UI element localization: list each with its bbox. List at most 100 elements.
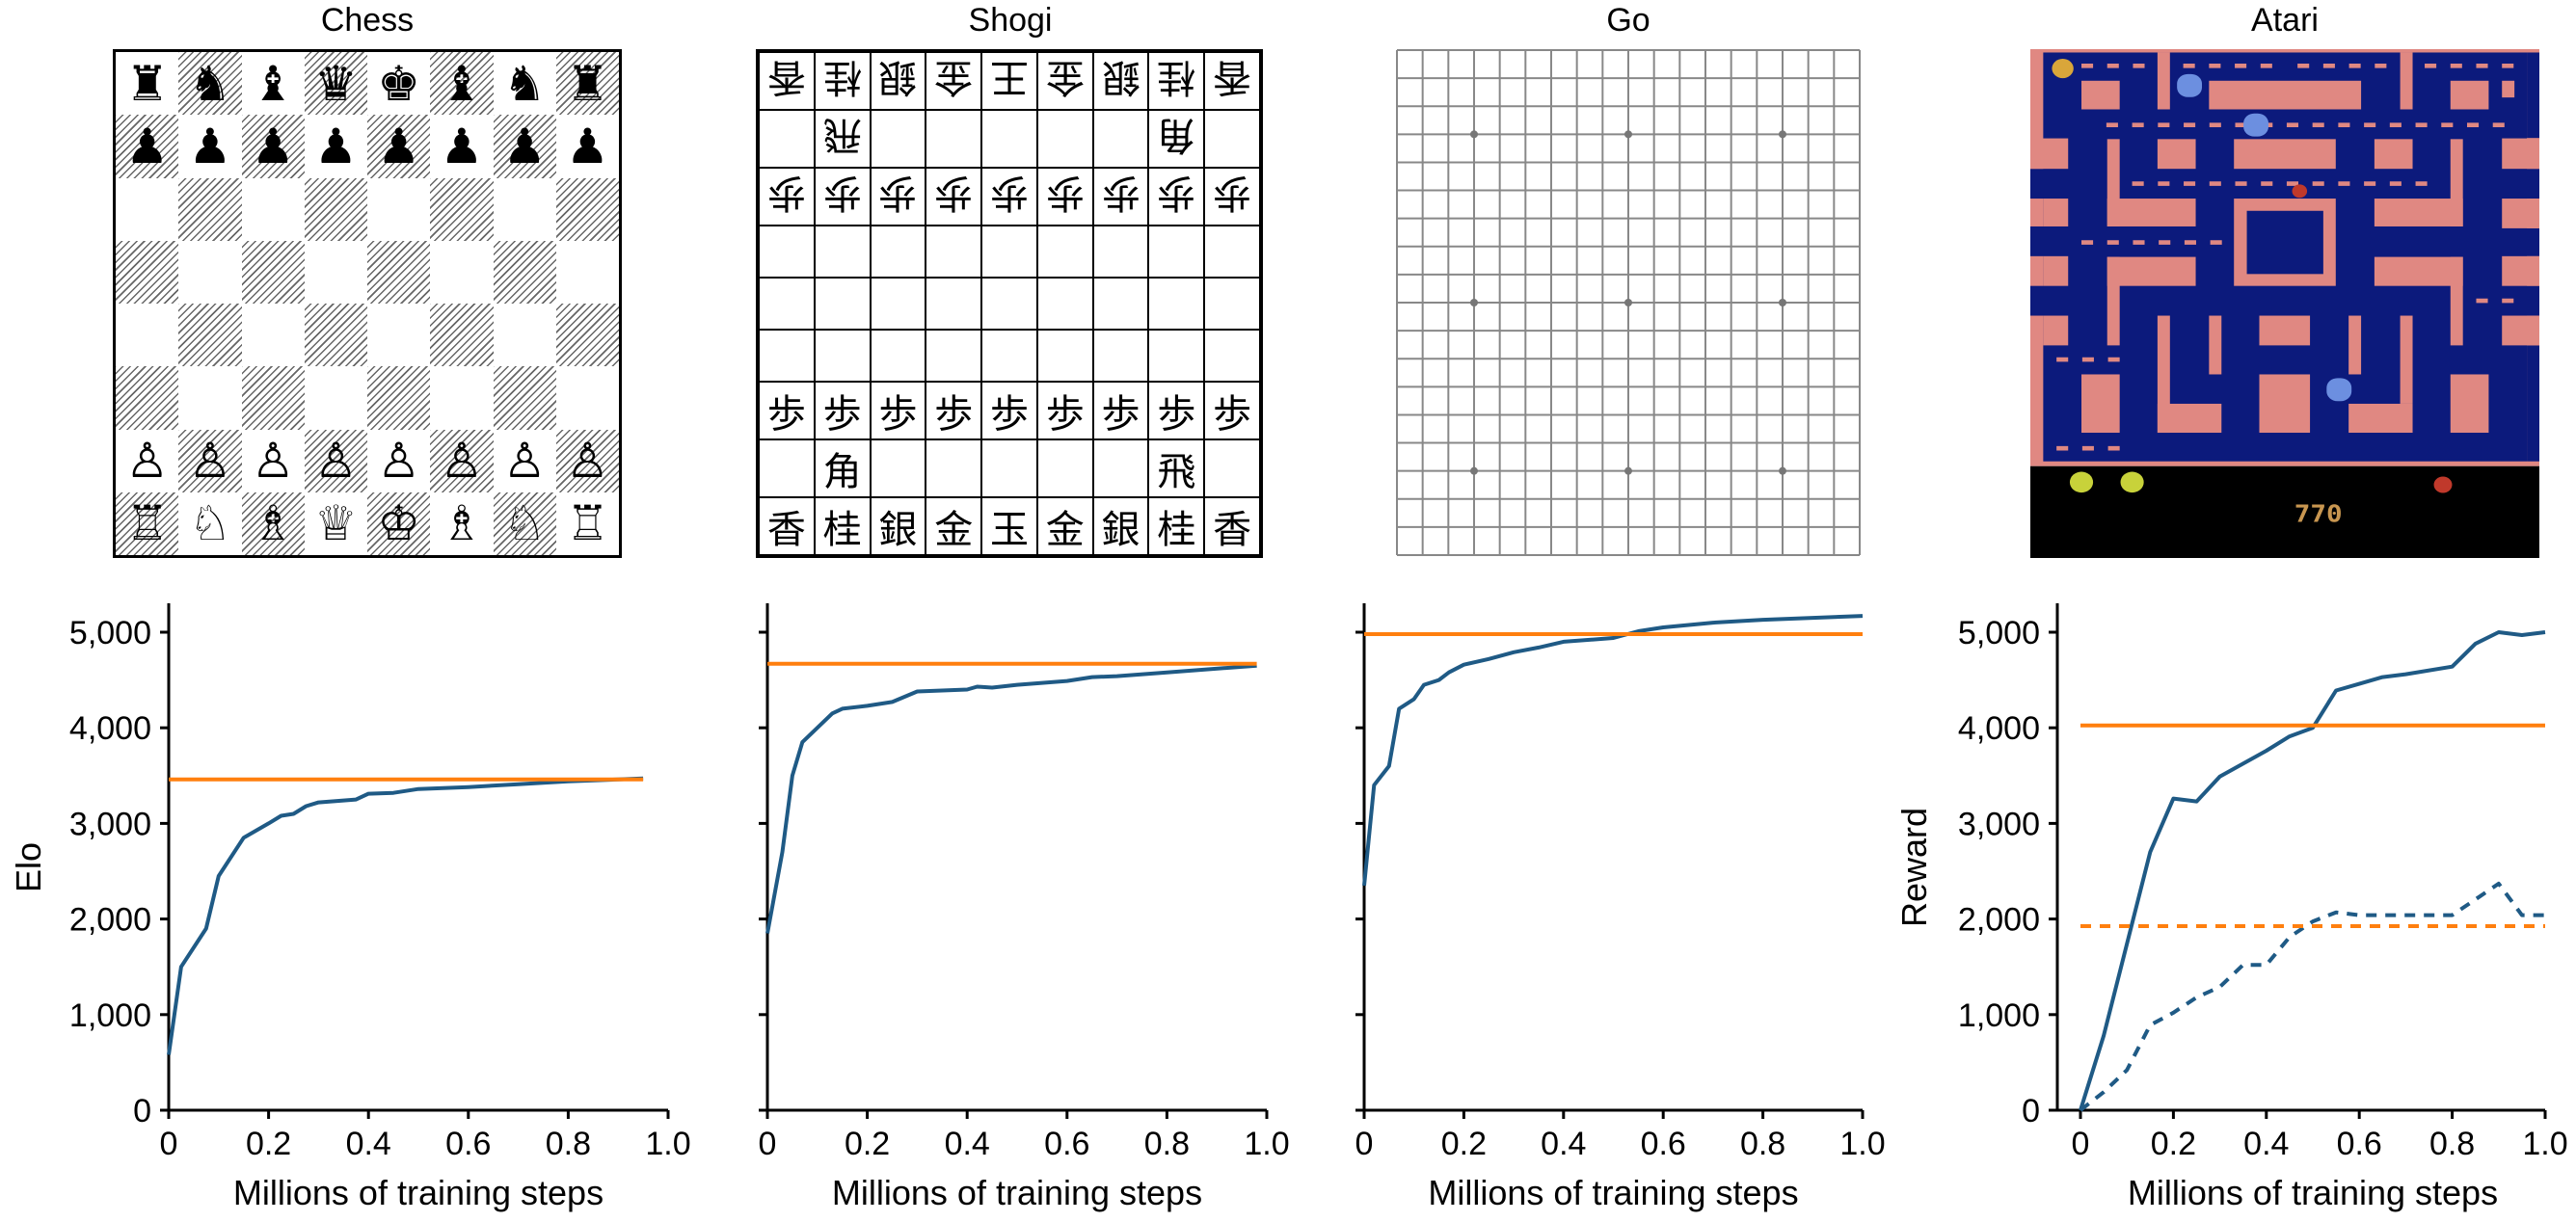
- chess-square: [367, 240, 431, 304]
- shogi-square: 金: [1036, 497, 1093, 555]
- go-title: Go: [1606, 2, 1650, 39]
- chess-board: ♜ ♞ ♝ ♛ ♚ ♝ ♞ ♜ ♟ ♟ ♟ ♟ ♟ ♟ ♟ ♟ ♙ ♙ ♙ ♙ ♙ ♙ ♙ ♙ ♖ ♘ ♗ ♕ ♔ ♗ ♘ ♖: [113, 49, 622, 558]
- go-board: [1396, 49, 1861, 556]
- chess-title: Chess: [320, 2, 415, 39]
- score: 770: [2294, 501, 2343, 528]
- chess-square: ♟: [313, 118, 358, 174]
- shogi-square: 香: [759, 497, 815, 555]
- muzero-line: [167, 776, 644, 1055]
- shogi-piece: 香: [1213, 508, 1252, 552]
- shogi-square: [981, 226, 1037, 278]
- chart-shogi: 0 0.2 0.4 0.6 0.8 1.0 Millions of training ste…: [759, 603, 1290, 1212]
- shogi-square: 玉: [981, 497, 1037, 555]
- x-tick-label: 0.2: [845, 1126, 890, 1162]
- shogi-square: 金: [926, 497, 982, 555]
- y-tick-label: 4,000: [69, 710, 151, 747]
- shogi-square: 歩: [1036, 168, 1093, 226]
- shogi-piece: 飛: [1157, 450, 1196, 494]
- shogi-square: 歩: [814, 382, 871, 439]
- shogi-square: 桂: [814, 52, 871, 110]
- shogi-square: [926, 110, 982, 168]
- chess-square: [555, 304, 619, 367]
- chess-square: ♙: [125, 433, 170, 490]
- chess-square: [241, 366, 305, 430]
- chess-square: ♙: [430, 429, 494, 492]
- maze-tunnels: [2030, 52, 2539, 462]
- shogi-piece: 歩: [934, 392, 974, 437]
- chess-square: ♚: [377, 55, 421, 112]
- x-tick-label: 0.8: [546, 1126, 591, 1162]
- chess-square: [430, 304, 494, 367]
- x-tick-label: 0.4: [945, 1126, 990, 1162]
- chess-square: ♙: [304, 429, 367, 492]
- chess-square: ♞: [502, 55, 547, 112]
- shogi-square: [1092, 110, 1149, 168]
- shogi-square: 歩: [1204, 382, 1260, 439]
- x-tick-label: 0.6: [1641, 1126, 1686, 1162]
- muzero-line: [1362, 614, 1864, 887]
- shogi-square: [759, 439, 815, 497]
- x-tick-label: 0.2: [2151, 1126, 2196, 1162]
- chess-square: ♟: [116, 115, 179, 178]
- shogi-square: [1204, 278, 1260, 330]
- y-tick-label: 3,000: [69, 806, 151, 842]
- shogi-piece: 金: [934, 508, 974, 552]
- shogi-square: 歩: [1092, 382, 1149, 439]
- hud-bar: [2030, 465, 2539, 558]
- shogi-square: [1092, 330, 1149, 382]
- x-axis-label: Millions of training steps: [2128, 1173, 2498, 1212]
- shogi-square: [926, 439, 982, 497]
- chess-square: ♖: [565, 495, 609, 552]
- shogi-square: 桂: [1148, 497, 1205, 555]
- go-star-point: [1624, 466, 1632, 475]
- x-tick-label: 1.0: [2522, 1126, 2567, 1162]
- y-tick-label: 2,000: [1958, 902, 2040, 939]
- chess-square: [116, 240, 179, 304]
- y-tick-label: 2,000: [69, 902, 151, 939]
- chess-square: ♙: [251, 433, 295, 490]
- ghost-icons: [2177, 73, 2352, 402]
- x-tick-label: 1.0: [645, 1126, 690, 1162]
- x-tick-label: 0.6: [1044, 1126, 1089, 1162]
- shogi-square: 歩: [759, 168, 815, 226]
- shogi-square: 香: [759, 52, 815, 110]
- go-star-point: [1779, 299, 1786, 306]
- shogi-square: [1092, 226, 1149, 278]
- shogi-square: [1092, 278, 1149, 330]
- chess-square: ♗: [241, 491, 305, 555]
- shogi-square: 角: [814, 439, 871, 497]
- go-star-point: [1470, 299, 1478, 306]
- chess-square: ♖: [116, 491, 179, 555]
- shogi-square: [1036, 439, 1093, 497]
- chess-square: [493, 240, 556, 304]
- shogi-square: 金: [926, 52, 982, 110]
- x-tick-label: 0.6: [445, 1126, 491, 1162]
- shogi-square: 歩: [926, 168, 982, 226]
- x-tick-label: 0.2: [1441, 1126, 1487, 1162]
- chess-square: [304, 304, 367, 367]
- chess-square: ♛: [304, 52, 367, 116]
- shogi-square: [1092, 439, 1149, 497]
- shogi-piece: 香: [766, 508, 806, 552]
- x-tick-label: 0: [1355, 1126, 1374, 1162]
- x-tick-label: 0.6: [2337, 1126, 2382, 1162]
- shogi-square: [870, 439, 926, 497]
- shogi-square: [870, 110, 926, 168]
- shogi-piece: 歩: [878, 392, 918, 437]
- chess-square: ♜: [555, 52, 619, 116]
- shogi-square: [1204, 330, 1260, 382]
- shogi-square: [926, 278, 982, 330]
- shogi-piece: 歩: [989, 392, 1029, 437]
- x-tick-label: 1.0: [1839, 1126, 1885, 1162]
- y-tick-label: 3,000: [1958, 806, 2040, 842]
- muzero-line-dashed: [2079, 881, 2545, 1112]
- cherry-icon: [2292, 184, 2308, 199]
- chess-square: [493, 366, 556, 430]
- go-star-point: [1624, 130, 1632, 139]
- shogi-square: [926, 330, 982, 382]
- y-tick-label: 4,000: [1958, 710, 2040, 747]
- shogi-square: [1036, 226, 1093, 278]
- shogi-square: 角: [1148, 110, 1205, 168]
- go-star-point: [1624, 299, 1632, 306]
